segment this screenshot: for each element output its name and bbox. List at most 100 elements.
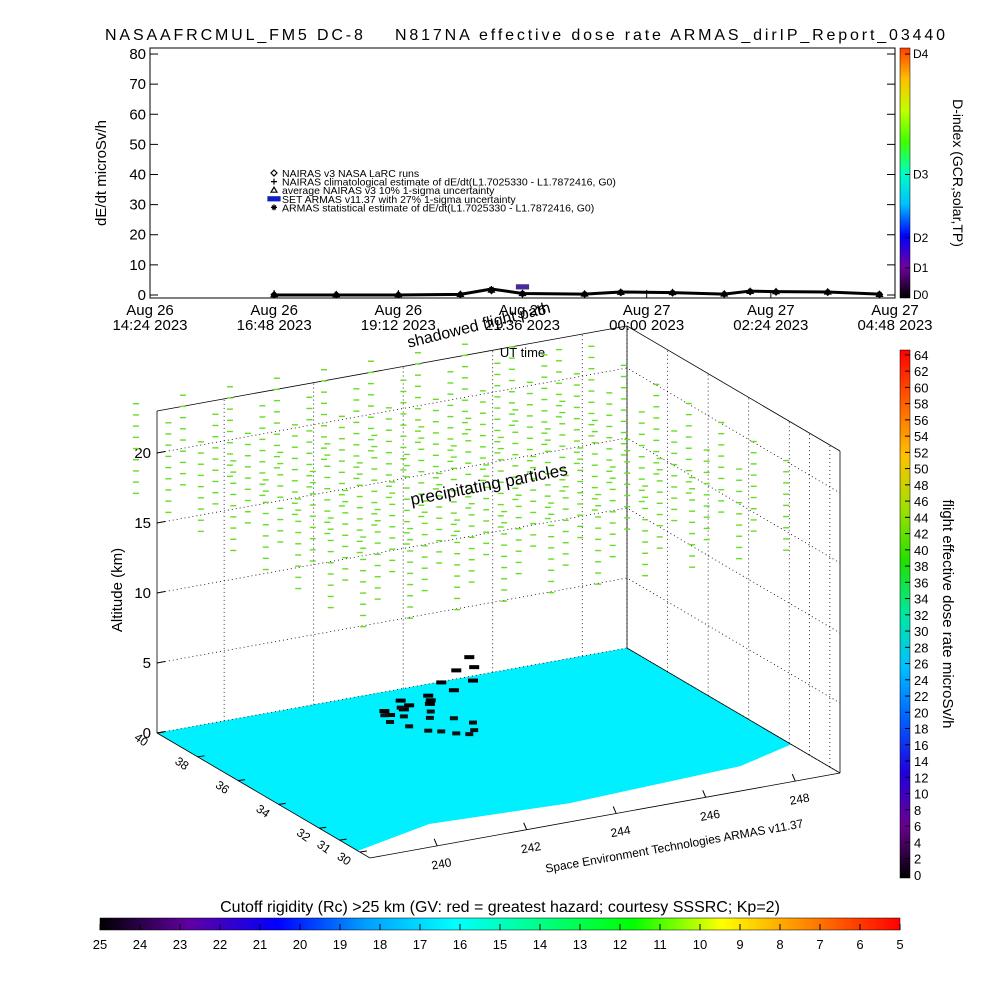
colorbar-tick-label: 54 <box>914 429 928 444</box>
asterisk-marker <box>747 288 754 295</box>
track-shadow <box>426 709 435 714</box>
colorbar-tick-label: 46 <box>914 494 928 509</box>
colorbar-tick-label: 26 <box>914 657 928 672</box>
y2-tick-label: D2 <box>913 231 929 245</box>
colorbar-tick-label: 9 <box>736 937 743 952</box>
legend-entry: ARMAS statistical estimate of dE/dt(L1.7… <box>282 202 594 214</box>
asterisk-marker <box>581 291 588 298</box>
z-tick <box>156 661 166 664</box>
colorbar-tick-label: 17 <box>413 937 427 952</box>
colorbar-tick-label: 50 <box>914 462 928 477</box>
box-edge <box>626 325 841 452</box>
track-point <box>423 693 434 698</box>
y-tick <box>197 755 205 758</box>
legend-entry: NAIRAS climatological estimate of dE/dt(… <box>282 177 616 189</box>
x-tick-label: Aug 26 19:12 2023 <box>361 302 436 334</box>
y-tick-label: 30 <box>129 197 146 214</box>
x-tick-label: Aug 27 02:24 2023 <box>733 302 808 334</box>
asterisk-marker <box>617 288 624 295</box>
track-shadow <box>425 715 434 720</box>
colorbar-tick-label: 28 <box>914 640 928 655</box>
colorbar-tick-label: 23 <box>173 937 187 952</box>
asterisk-marker <box>395 291 402 298</box>
track-shadow <box>405 724 414 729</box>
legend-symbol <box>270 169 278 177</box>
z-tick <box>156 521 166 524</box>
x-axis-label: UT time <box>500 345 545 360</box>
z-tick <box>156 451 166 454</box>
y2-tick-label: D4 <box>913 47 929 61</box>
track-shadow <box>465 732 474 737</box>
colorbar-tick-label: 36 <box>914 575 928 590</box>
x-tick-label: Aug 26 21:36 2023 <box>485 302 560 334</box>
z-tick-label: 15 <box>134 515 151 532</box>
track-point <box>395 698 406 703</box>
colorbar-tick-label: 25 <box>93 937 107 952</box>
track-shadow <box>380 713 389 718</box>
y-tick-label: 50 <box>129 136 146 153</box>
legend-symbol <box>271 178 277 185</box>
colorbar-tick-label: 18 <box>914 722 928 737</box>
track-shadow <box>396 705 405 710</box>
colorbar-tick-label: 34 <box>914 592 928 607</box>
y-tick-label: 20 <box>129 227 146 244</box>
track-shadow <box>386 720 395 724</box>
track-point <box>385 713 396 717</box>
colorbar-tick-label: 5 <box>896 937 903 952</box>
colorbar-tick-label: 44 <box>914 510 928 525</box>
colorbar-tick-label: 32 <box>914 608 928 623</box>
colorbar-tick-label: 58 <box>914 397 928 412</box>
box-edge <box>156 732 371 859</box>
track-shadow <box>469 720 477 725</box>
x-tick <box>523 822 528 830</box>
track-point <box>424 701 435 706</box>
asterisk-marker <box>824 288 831 295</box>
y-tick <box>278 802 286 805</box>
colorbar-tick-label: 16 <box>914 738 928 753</box>
dose-colorbar <box>899 349 911 879</box>
y-tick-label: 40 <box>129 167 146 184</box>
x-tick-label: 244 <box>609 823 631 840</box>
asterisk-marker <box>333 291 340 298</box>
x-tick-label: Aug 27 04:48 2023 <box>857 302 932 334</box>
y2-tick-label: D1 <box>913 261 929 275</box>
y2-axis-label: D-index (GCR,solar,TP) <box>950 99 966 247</box>
x-tick-label: 248 <box>788 790 810 807</box>
x-tick <box>791 773 796 782</box>
track-point <box>468 678 478 683</box>
colorbar-tick-label: 8 <box>914 803 921 818</box>
y-tick <box>319 826 327 829</box>
y-tick-label: 60 <box>129 106 146 123</box>
asterisk-marker <box>488 285 495 292</box>
colorbar-tick-label: 30 <box>914 624 928 639</box>
colorbar-tick-label: 22 <box>213 937 227 952</box>
track-point <box>436 680 447 685</box>
legend-symbol <box>269 186 279 193</box>
track-shadow <box>437 729 446 734</box>
legend-entry: SET ARMAS v11.37 with 27% 1-sigma uncert… <box>282 194 516 206</box>
colorbar-tick-label: 20 <box>914 705 928 720</box>
z-tick-label: 10 <box>134 585 151 602</box>
x-tick-label: 240 <box>430 855 452 872</box>
x-tick-label: Aug 26 14:24 2023 <box>112 302 187 334</box>
track-point <box>379 709 390 714</box>
x-tick <box>702 790 707 798</box>
track-point <box>469 665 480 670</box>
track-shadow <box>470 728 479 733</box>
x-tick <box>433 838 438 847</box>
colorbar-tick-label: 21 <box>253 937 267 952</box>
legend-symbol <box>271 204 277 211</box>
colorbar-tick-label: 12 <box>613 937 627 952</box>
z-tick-label: 20 <box>134 445 151 462</box>
y-tick <box>238 779 246 782</box>
colorbar-tick-label: 6 <box>914 819 921 834</box>
y-tick-label: 80 <box>129 46 146 63</box>
colorbar-tick-label: 14 <box>533 937 547 952</box>
y-tick <box>339 838 347 841</box>
box-edge <box>626 647 841 774</box>
floor <box>157 648 840 858</box>
colorbar-tick-label: 24 <box>914 673 928 688</box>
asterisk-marker <box>773 288 780 295</box>
track-point <box>404 703 415 708</box>
z-tick-label: 5 <box>143 655 151 672</box>
